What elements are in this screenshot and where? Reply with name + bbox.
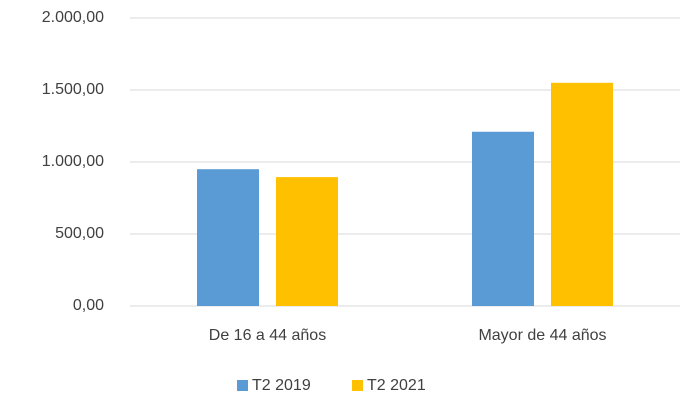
y-tick-label: 0,00 — [73, 297, 104, 314]
x-tick-label: De 16 a 44 años — [209, 327, 326, 344]
y-tick-label: 500,00 — [55, 225, 104, 242]
bar — [276, 177, 338, 306]
bar — [472, 131, 534, 306]
legend-label: T2 2019 — [252, 377, 311, 394]
legend-label: T2 2021 — [367, 377, 426, 394]
y-tick-label: 2.000,00 — [42, 9, 104, 26]
y-tick-label: 1.500,00 — [42, 81, 104, 98]
y-tick-label: 1.000,00 — [42, 153, 104, 170]
legend-swatch — [237, 380, 248, 391]
x-tick-label: Mayor de 44 años — [478, 327, 606, 344]
legend-swatch — [352, 380, 363, 391]
bar — [197, 169, 259, 306]
bar — [551, 82, 613, 306]
